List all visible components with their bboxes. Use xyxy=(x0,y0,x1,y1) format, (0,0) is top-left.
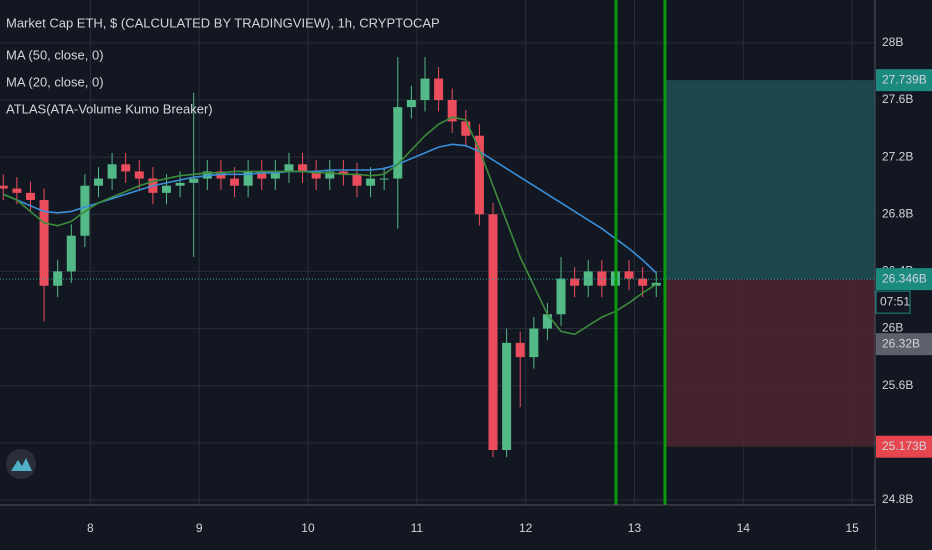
ma-line xyxy=(2,116,657,336)
candle-body xyxy=(556,278,566,315)
candle-body xyxy=(121,164,131,172)
candle-body xyxy=(624,271,634,279)
time-axis xyxy=(0,505,875,550)
candle-body xyxy=(352,174,362,186)
indicator-label: ATLAS(ATA-Volume Kumo Breaker) xyxy=(6,101,213,116)
candle-body xyxy=(243,171,253,186)
logo-mark xyxy=(11,458,32,471)
last-price-label: 26.32B xyxy=(882,336,920,350)
target-zone xyxy=(664,80,875,280)
candle-body xyxy=(0,185,8,189)
x-tick-label: 12 xyxy=(519,521,533,535)
last-price-label-box xyxy=(876,333,932,356)
candle-body xyxy=(529,328,539,358)
candle-body xyxy=(515,342,525,358)
y-tick-label: 27.6B xyxy=(882,92,913,106)
target-label: 27.739B xyxy=(882,72,927,86)
candle-body xyxy=(53,271,63,286)
stop-label: 25.173B xyxy=(882,439,927,453)
candle-body xyxy=(488,214,498,450)
axes: 28B27.6B27.2B26.8B26.4B26B25.6B25.2B24.8… xyxy=(87,35,932,535)
candle-body xyxy=(12,188,22,193)
y-tick-label: 24.8B xyxy=(882,492,913,506)
position-overlay xyxy=(664,80,875,447)
candle-body xyxy=(583,271,593,286)
candle-body xyxy=(502,342,512,450)
candle-body xyxy=(284,164,294,172)
x-tick-label: 10 xyxy=(301,521,315,535)
x-tick-label: 11 xyxy=(411,521,424,535)
y-tick-label: 26.8B xyxy=(882,206,913,220)
candle-body xyxy=(393,107,403,179)
y-tick-label: 27.2B xyxy=(882,149,913,163)
indicator-label: MA (50, close, 0) xyxy=(6,47,104,62)
candle-body xyxy=(257,171,267,179)
candle-body xyxy=(447,100,457,122)
entry-label-box xyxy=(876,268,932,291)
candle-body xyxy=(420,78,430,100)
stop-zone xyxy=(664,279,875,447)
logo xyxy=(6,449,36,479)
candle-body xyxy=(189,178,199,183)
y-tick-label: 25.6B xyxy=(882,378,913,392)
candle-body xyxy=(638,278,648,286)
plot xyxy=(0,0,875,505)
ma-line xyxy=(2,143,657,274)
chart-title: Market Cap ETH, $ (CALCULATED BY TRADING… xyxy=(6,15,440,30)
candle-body xyxy=(474,135,484,215)
x-tick-label: 8 xyxy=(87,521,94,535)
stop-label-box xyxy=(876,435,932,458)
candle-body xyxy=(325,171,335,179)
candle-body xyxy=(570,278,580,286)
candle-body xyxy=(597,271,607,286)
y-tick-label: 26B xyxy=(882,321,903,335)
candle-body xyxy=(175,182,185,186)
candle-body xyxy=(270,171,280,179)
entry-label: 26.346B xyxy=(882,271,927,285)
candle-body xyxy=(93,178,103,186)
x-tick-label: 13 xyxy=(628,521,642,535)
candle-body xyxy=(39,200,49,286)
candle-body xyxy=(366,178,376,186)
x-tick-label: 9 xyxy=(196,521,203,535)
candle-body xyxy=(162,185,172,193)
candle-body xyxy=(542,314,552,329)
logo-circle xyxy=(6,449,36,479)
x-tick-label: 15 xyxy=(845,521,859,535)
candle-body xyxy=(379,178,389,180)
candle-body xyxy=(298,164,308,172)
candle-body xyxy=(230,178,240,186)
countdown: 07:51 xyxy=(880,294,910,308)
y-tick-label: 28B xyxy=(882,35,903,49)
x-tick-label: 14 xyxy=(737,521,751,535)
target-label-box xyxy=(876,69,932,92)
candle-body xyxy=(311,171,321,179)
candle-body xyxy=(25,192,35,200)
candle-body xyxy=(434,78,444,100)
candle-body xyxy=(134,171,144,179)
legend: Market Cap ETH, $ (CALCULATED BY TRADING… xyxy=(6,15,440,116)
candle-body xyxy=(338,171,348,175)
indicator-label: MA (20, close, 0) xyxy=(6,74,104,89)
candle-body xyxy=(107,164,117,179)
candle-body xyxy=(461,121,471,136)
countdown-box xyxy=(875,290,911,314)
candle-body xyxy=(406,100,416,108)
candle-body xyxy=(66,235,76,272)
